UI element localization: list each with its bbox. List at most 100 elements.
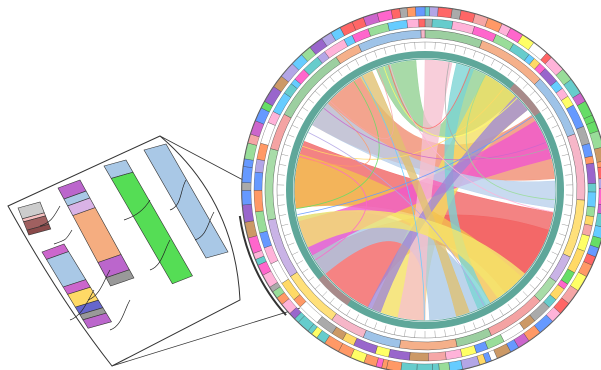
chord-ribbon: [367, 96, 528, 313]
ring-outer-segment: [424, 6, 430, 17]
ring-second-segment: [428, 351, 447, 362]
karyotype-ring-middle: [264, 29, 586, 351]
ring-outer-segment: [438, 362, 450, 370]
tick-mark: [546, 260, 554, 265]
tick-mark: [482, 318, 486, 326]
tick-mark: [355, 59, 360, 66]
ring-outer-segment: [244, 220, 258, 239]
chord-line: [383, 66, 518, 138]
ring-second-segment: [445, 348, 463, 360]
tick-mark: [346, 64, 351, 71]
tick-mark: [563, 164, 571, 166]
tick-mark: [529, 284, 536, 290]
tick-mark: [444, 43, 446, 51]
zoom-column-block: [82, 312, 112, 329]
ring-outer-segment: [597, 203, 601, 214]
circos-plot: [241, 6, 601, 370]
zoom-link-curve: [69, 289, 95, 321]
chord-ribbon: [359, 70, 470, 317]
chord-ribbon: [297, 210, 525, 299]
ring-outer-segment: [460, 355, 480, 370]
ring-outer-segment: [400, 362, 418, 370]
ring-second-segment: [584, 155, 595, 165]
tick-mark: [279, 164, 287, 166]
tick-mark: [535, 276, 542, 282]
tick-mark: [507, 70, 513, 77]
chord-line: [444, 62, 549, 159]
tick-mark: [444, 329, 446, 337]
ring-second-segment: [585, 162, 597, 184]
chord-line: [388, 65, 471, 129]
zoom-column-block: [110, 171, 193, 285]
tick-mark: [393, 327, 396, 335]
tick-mark: [322, 83, 328, 89]
tick-mark: [346, 309, 351, 316]
tick-mark: [287, 134, 295, 138]
ring-outer-segment: [244, 142, 258, 161]
tick-mark: [296, 115, 304, 120]
ring-outer-segment: [437, 7, 453, 19]
zoom-callout: [111, 135, 301, 367]
tick-mark: [277, 174, 285, 176]
chord-line: [308, 132, 485, 306]
ring-outer-segment: [597, 166, 601, 180]
tick-mark: [515, 297, 521, 304]
ring-second-segment: [418, 18, 426, 28]
tick-mark: [522, 83, 528, 89]
ring-second-segment: [388, 349, 411, 361]
tick-mark: [302, 107, 309, 112]
ring-second-segment: [387, 19, 408, 32]
ring-second-segment: [587, 191, 597, 208]
ring-outer-segment: [406, 7, 417, 18]
zoom-link-curve: [39, 205, 61, 227]
tick-mark: [277, 204, 285, 206]
ring-outer-segment: [399, 7, 409, 18]
ring-second-segment: [576, 126, 590, 146]
tick-mark: [541, 268, 548, 273]
ring-second-segment: [409, 352, 429, 362]
inner-band-accent: [509, 83, 541, 117]
zoom-panel: [7, 135, 241, 367]
zoom-link-curve: [53, 229, 73, 245]
ring-second-segment: [587, 183, 597, 193]
ring-second-segment: [424, 18, 433, 28]
tick-mark: [490, 59, 495, 66]
tick-mark: [364, 318, 368, 326]
tick-mark: [287, 242, 295, 246]
tick-mark: [314, 90, 321, 96]
tick-mark: [472, 322, 476, 330]
ring-outer-segment: [595, 212, 601, 227]
tick-mark: [291, 124, 299, 129]
ring-outer-segment: [415, 6, 426, 17]
ring-second-segment: [576, 233, 590, 252]
ring-second-segment: [451, 21, 475, 35]
tick-mark: [322, 291, 328, 297]
tick-mark: [563, 214, 571, 216]
tick-mark: [482, 54, 486, 62]
ring-outer-segment: [242, 204, 254, 223]
ring-second-segment: [254, 159, 265, 174]
ring-middle-segment: [420, 29, 426, 39]
tick-mark: [281, 223, 289, 227]
tick-mark: [279, 214, 287, 216]
tick-mark: [454, 327, 457, 335]
ring-second-segment: [431, 19, 454, 30]
tick-mark: [404, 43, 406, 51]
callout-line-bottom: [111, 307, 301, 367]
ring-second-segment: [581, 143, 593, 158]
tick-mark: [472, 50, 476, 58]
chord-line: [297, 116, 533, 215]
tick-mark: [490, 314, 495, 321]
karyotype-ring-second: [253, 18, 597, 362]
ring-outer-segment: [386, 359, 403, 370]
tick-mark: [314, 284, 321, 290]
tick-mark: [291, 251, 299, 256]
chord-line: [329, 68, 394, 140]
ring-second-segment: [585, 206, 596, 217]
ring-second-segment: [367, 22, 390, 37]
chord-line: [389, 64, 554, 213]
tick-mark: [565, 174, 573, 176]
zoom-link-curve: [149, 239, 171, 271]
ring-outer-border: [241, 6, 601, 370]
